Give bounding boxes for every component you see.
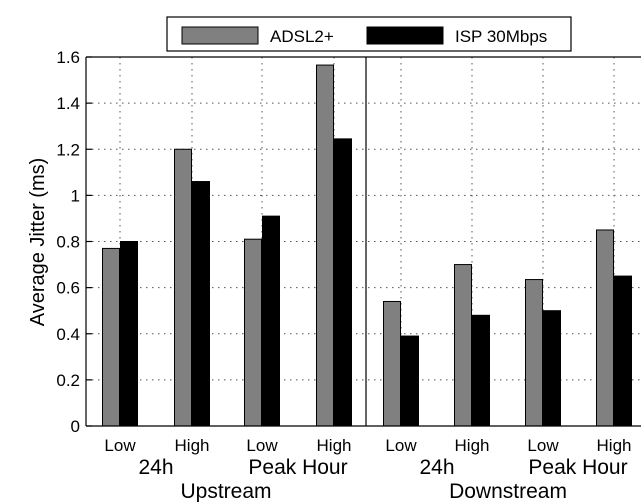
y-tick-label: 0.6 (56, 279, 80, 298)
legend-swatch-isp-30mbps (366, 26, 444, 45)
x-category-label: High (317, 436, 352, 455)
bar-isp-30mbps (472, 314, 490, 427)
bar-adsl2plus (525, 279, 543, 427)
bar-adsl2plus (596, 229, 614, 427)
bars (102, 64, 632, 427)
bar-adsl2plus (244, 238, 262, 427)
bar-isp-30mbps (543, 310, 561, 427)
bar-adsl2plus (383, 300, 401, 427)
bar-isp-30mbps (262, 215, 280, 427)
y-tick-label: 0 (71, 417, 80, 436)
y-tick-label: 1 (71, 186, 80, 205)
legend-label-adsl2plus: ADSL2+ (270, 27, 334, 46)
x-category-label: Low (527, 436, 559, 455)
bar-isp-30mbps (334, 138, 352, 427)
x-category-label: Low (104, 436, 136, 455)
bar-adsl2plus (454, 264, 472, 427)
y-tick-label: 1.4 (56, 94, 80, 113)
x-subgroup-label: Peak Hour (528, 456, 627, 479)
bar-adsl2plus (316, 64, 334, 427)
x-category-label: Low (385, 436, 417, 455)
y-tick-label: 1.6 (56, 48, 80, 67)
legend: ADSL2+ ISP 30Mbps (166, 16, 572, 52)
y-tick-label: 1.2 (56, 140, 80, 159)
x-category-label: Low (246, 436, 278, 455)
bar-isp-30mbps (120, 241, 138, 427)
y-tick-label: 0.4 (56, 325, 80, 344)
x-group-label: Downstream (449, 480, 567, 502)
x-subgroup-label: 24h (419, 456, 454, 479)
bar-adsl2plus (102, 247, 120, 427)
x-category-label: High (175, 436, 210, 455)
bar-isp-30mbps (192, 181, 210, 427)
x-group-label: Upstream (180, 480, 271, 502)
x-category-label: High (455, 436, 490, 455)
y-axis-title: Average Jitter (ms) (27, 158, 49, 327)
x-category-label: High (597, 436, 632, 455)
y-tick-label: 0.2 (56, 371, 80, 390)
x-subgroup-label: Peak Hour (248, 456, 347, 479)
x-subgroup-label: 24h (138, 456, 173, 479)
y-ticks: 0 0.2 0.4 0.6 0.8 1 1.2 1.4 1.6 (56, 48, 92, 436)
bar-adsl2plus (174, 148, 192, 427)
legend-swatch-adsl2plus (181, 26, 259, 45)
legend-label-isp-30mbps: ISP 30Mbps (455, 27, 547, 46)
bar-isp-30mbps (401, 335, 419, 427)
y-tick-label: 0.8 (56, 233, 80, 252)
bar-isp-30mbps (614, 275, 632, 427)
